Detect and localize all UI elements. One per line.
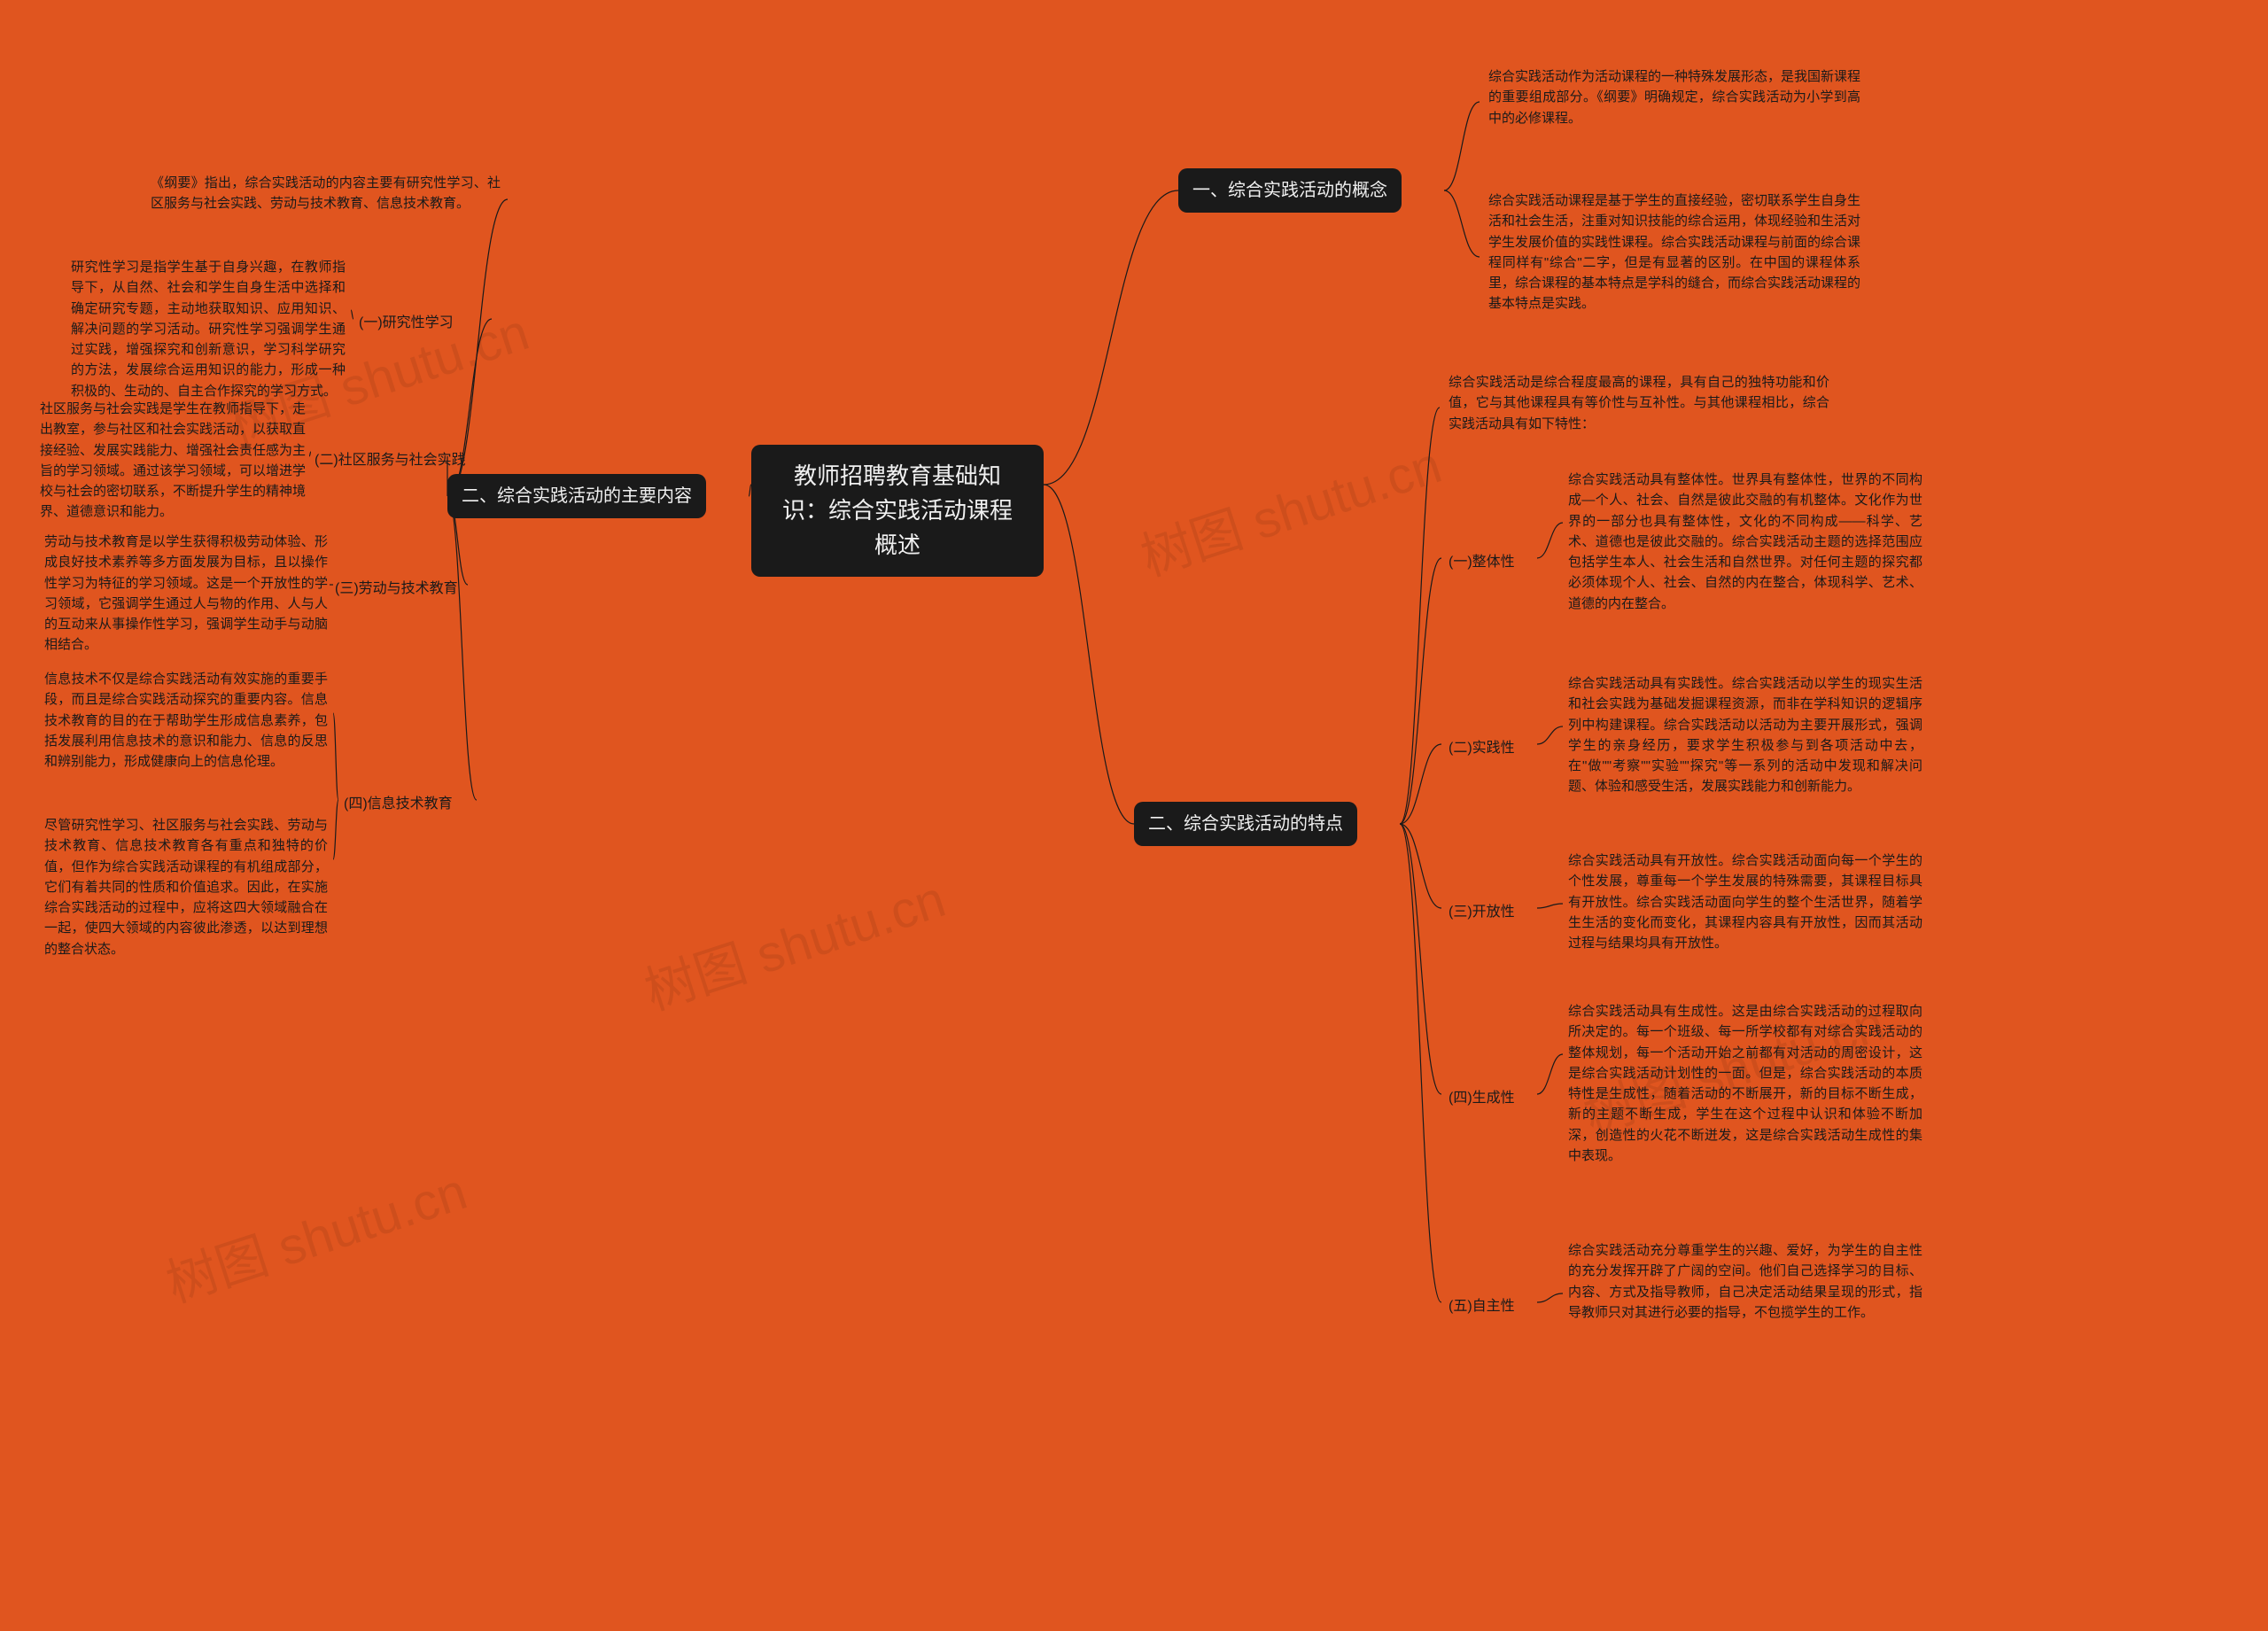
feature-desc: 综合实践活动具有开放性。综合实践活动面向每一个学生的个性发展，尊重每一个学生发展… (1568, 850, 1922, 953)
watermark: 树图 shutu.cn (156, 1150, 475, 1316)
content-desc: 信息技术不仅是综合实践活动有效实施的重要手段，而且是综合实践活动探究的重要内容。… (44, 669, 328, 772)
feature-label: (三)开放性 (1449, 899, 1515, 920)
feature-label: (一)整体性 (1449, 549, 1515, 571)
content-desc: 研究性学习是指学生基于自身兴趣，在教师指导下，从自然、社会和学生自身生活中选择和… (71, 257, 346, 401)
content-label: (三)劳动与技术教育 (335, 576, 458, 597)
content-desc: 尽管研究性学习、社区服务与社会实践、劳动与技术教育、信息技术教育各有重点和独特的… (44, 815, 328, 959)
features-intro: 综合实践活动是综合程度最高的课程，具有自己的独特功能和价值，它与其他课程具有等价… (1449, 372, 1829, 434)
feature-desc: 综合实践活动充分尊重学生的兴趣、爱好，为学生的自主性的充分发挥开辟了广阔的空间。… (1568, 1240, 1922, 1323)
branch-node-features: 二、综合实践活动的特点 (1134, 802, 1357, 846)
feature-desc: 综合实践活动具有整体性。世界具有整体性，世界的不同构成—个人、社会、自然是彼此交… (1568, 470, 1922, 614)
feature-label: (二)实践性 (1449, 735, 1515, 757)
branch-node-concept: 一、综合实践活动的概念 (1178, 168, 1402, 213)
feature-desc: 综合实践活动具有生成性。这是由综合实践活动的过程取向所决定的。每一个班级、每一所… (1568, 1001, 1922, 1166)
branch-node-contents: 二、综合实践活动的主要内容 (447, 474, 706, 518)
watermark: 树图 shutu.cn (1130, 423, 1449, 590)
feature-desc: 综合实践活动具有实践性。综合实践活动以学生的现实生活和社会实践为基础发掘课程资源… (1568, 673, 1922, 797)
content-label: (一)研究性学习 (359, 310, 454, 331)
content-label: (二)社区服务与社会实践 (315, 447, 466, 469)
feature-label: (五)自主性 (1449, 1293, 1515, 1315)
content-label: (四)信息技术教育 (344, 791, 453, 812)
contents-intro: 《纲要》指出，综合实践活动的内容主要有研究性学习、社区服务与社会实践、劳动与技术… (151, 173, 501, 214)
content-desc: 社区服务与社会实践是学生在教师指导下，走出教室，参与社区和社会实践活动，以获取直… (40, 399, 306, 523)
center-node: 教师招聘教育基础知识：综合实践活动课程概述 (751, 445, 1044, 577)
concept-desc: 综合实践活动课程是基于学生的直接经验，密切联系学生自身生活和社会生活，注重对知识… (1488, 190, 1860, 315)
concept-desc: 综合实践活动作为活动课程的一种特殊发展形态，是我国新课程的重要组成部分。《纲要》… (1488, 66, 1860, 128)
watermark: 树图 shutu.cn (634, 858, 953, 1024)
content-desc: 劳动与技术教育是以学生获得积极劳动体验、形成良好技术素养等多方面发展为目标，且以… (44, 532, 328, 656)
feature-label: (四)生成性 (1449, 1085, 1515, 1107)
